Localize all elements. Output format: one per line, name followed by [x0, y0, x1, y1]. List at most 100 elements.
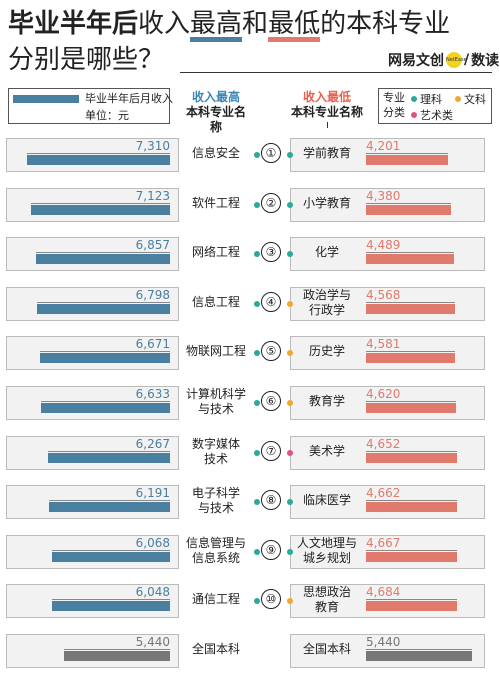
value-label-low: 4,667 [366, 535, 401, 550]
brand-sub: 数读 [471, 53, 500, 69]
reference-line-low [366, 450, 457, 452]
rank-number: ③ [261, 242, 281, 263]
reference-line-high [52, 599, 170, 601]
category-label-high: 全国本科 [191, 642, 240, 656]
category-label-low: 学前教育 [302, 146, 351, 160]
science-dot-icon [287, 499, 293, 506]
value-label-high: 6,191 [135, 486, 170, 501]
category-label-low: 教育学 [308, 394, 345, 408]
rank-number: ⑦ [261, 440, 281, 461]
rank-number: ④ [261, 291, 281, 312]
value-label-low: 4,581 [366, 337, 401, 352]
reference-line-low [366, 549, 457, 551]
category-label-high: 数字媒体 技术 [191, 436, 240, 466]
category-label-low: 思想政治 教育 [302, 585, 351, 615]
category-label-high: 信息安全 [191, 146, 240, 160]
reference-line-high [39, 351, 170, 353]
column-tick-high [216, 122, 217, 128]
category-legend-science-label: 理科 [420, 93, 442, 106]
value-label-low: 4,201 [366, 139, 401, 153]
value-label-high: 7,123 [135, 188, 170, 203]
category-label-low: 政治学与 行政学 [302, 287, 351, 317]
reference-line-high [27, 153, 170, 154]
category-label-low: 小学教育 [302, 195, 351, 210]
brand-separator: / [464, 52, 470, 68]
arts-dot-icon [287, 400, 293, 406]
title-part-4: 和 [242, 9, 269, 39]
bar-high [31, 204, 170, 215]
science-dot-icon [254, 251, 260, 258]
bar-low [366, 551, 457, 562]
category-legend: 专业分类 理科 文科 艺术类 [378, 88, 492, 124]
science-dot-icon [287, 152, 293, 158]
title-part-2: 收入 [138, 9, 191, 39]
science-dot-icon [254, 300, 260, 307]
column-header-high-top: 收入最高 [191, 90, 240, 104]
bar-high [27, 155, 170, 165]
value-label-high: 6,671 [135, 337, 170, 352]
category-label-high: 信息工程 [191, 294, 240, 309]
category-label-high: 通信工程 [191, 592, 240, 607]
value-label-high: 5,440 [135, 635, 170, 649]
legend-swatch-high [13, 95, 79, 103]
bar-low [366, 452, 457, 463]
reference-line-low [366, 301, 456, 303]
category-label-low: 美术学 [308, 443, 345, 458]
category-label-high: 电子科学 与技术 [191, 486, 240, 516]
rank-number: ② [261, 192, 281, 213]
bar-high [40, 403, 170, 413]
rank-number: ⑩ [261, 589, 281, 610]
arts-dot-icon [287, 350, 293, 357]
science-dot-icon [254, 201, 260, 208]
science-dot-icon [254, 350, 260, 357]
brand-logo: 网易文创 NetEase / 数读 [388, 50, 499, 70]
science-dot-icon [411, 96, 417, 102]
value-label-high: 7,310 [135, 139, 170, 153]
category-legend-arts: 文科 [455, 91, 486, 107]
science-dot-icon [254, 598, 260, 605]
science-dot-icon [254, 449, 260, 456]
value-label-low: 5,440 [366, 635, 401, 649]
arts-dot-icon [287, 598, 293, 605]
category-label-high: 软件工程 [191, 195, 240, 210]
bar-high [36, 254, 170, 265]
value-label-low: 4,662 [366, 486, 401, 501]
title-highlight-low: 最低 [268, 11, 321, 42]
legend-unit-label: 单位：元 [85, 109, 129, 122]
category-legend-art: 艺术类 [411, 107, 453, 123]
reference-line-high [31, 202, 170, 204]
title-highlight-high: 最高 [190, 11, 243, 42]
brand-name: 网易文创 [388, 53, 444, 69]
value-label-low: 4,489 [366, 238, 401, 253]
rank-number: ⑧ [261, 490, 281, 511]
category-label-low: 人文地理与 城乡规划 [296, 535, 357, 565]
rank-number: ⑨ [261, 539, 281, 560]
reference-line-low [366, 153, 448, 154]
science-dot-icon [254, 400, 260, 406]
category-label-high: 信息管理与 信息系统 [185, 535, 246, 565]
rank-number: ⑥ [261, 391, 281, 411]
category-legend-arts-label: 文科 [464, 93, 486, 106]
bar-low [366, 254, 454, 265]
value-label-low: 4,652 [366, 436, 401, 451]
value-label-low: 4,568 [366, 287, 401, 302]
bar-low [366, 155, 448, 165]
science-dot-icon [254, 152, 260, 158]
category-legend-science: 理科 [411, 91, 442, 107]
reference-line-low [366, 649, 473, 650]
bar-high [37, 303, 170, 314]
bar-low [366, 502, 457, 513]
bar-high [52, 601, 170, 612]
value-label-high: 6,798 [135, 287, 170, 302]
category-label-low: 化学 [314, 245, 339, 260]
value-label-high: 6,857 [135, 238, 170, 253]
bar-high [49, 502, 170, 513]
arts-dot-icon [287, 300, 293, 307]
science-dot-icon [287, 251, 293, 258]
category-label-high: 物联网工程 [185, 344, 246, 359]
value-label-high: 6,633 [135, 387, 170, 401]
bar-low [366, 601, 458, 612]
science-dot-icon [287, 548, 293, 555]
category-label-low: 全国本科 [302, 642, 351, 656]
category-label-low: 临床医学 [302, 493, 351, 508]
